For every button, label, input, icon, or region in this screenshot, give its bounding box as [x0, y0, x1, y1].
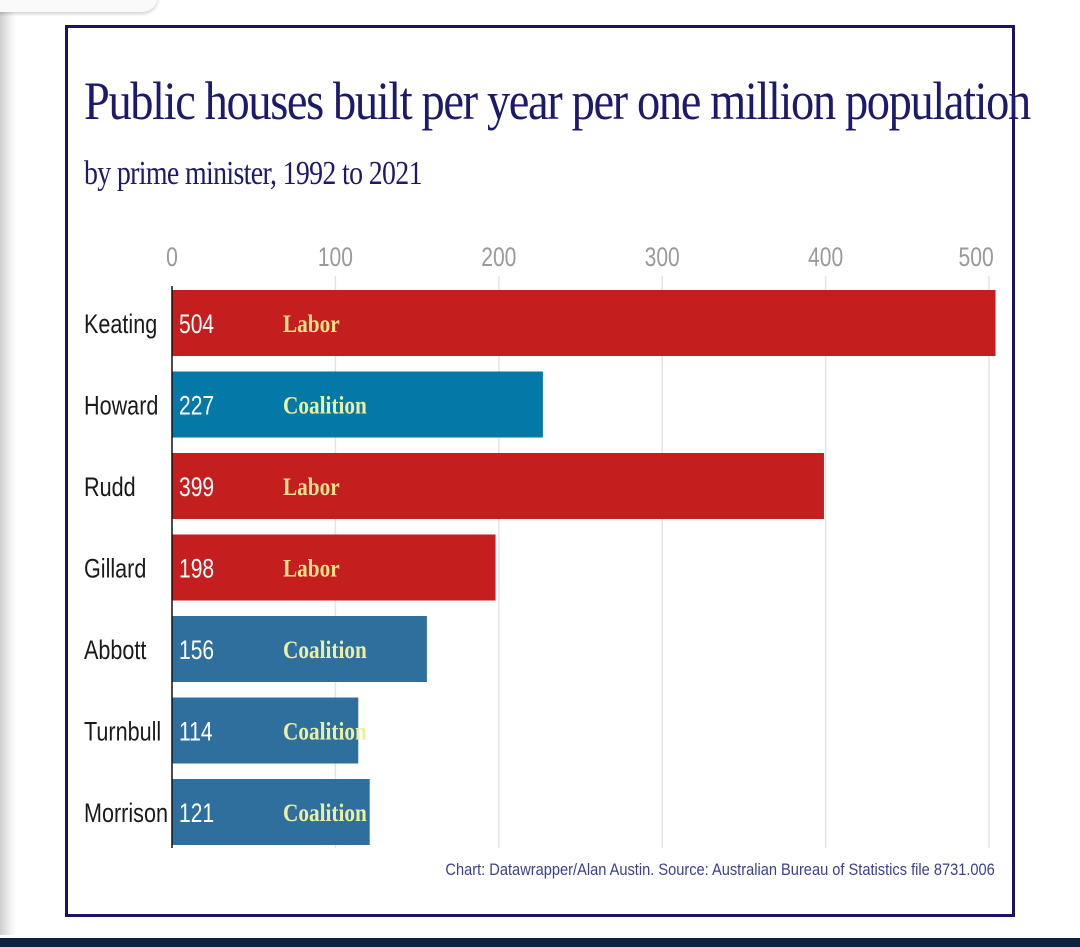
value-label: 121: [179, 799, 214, 829]
x-tick-label: 100: [318, 243, 353, 273]
x-tick-label: 300: [645, 243, 680, 273]
x-tick-label: 400: [808, 243, 843, 273]
bar-abbott: [172, 616, 427, 682]
category-label: Turnbull: [84, 717, 161, 747]
party-label: Labor: [283, 473, 340, 501]
value-label: 114: [179, 717, 213, 747]
party-label: Coalition: [283, 636, 367, 664]
category-label: Abbott: [84, 636, 147, 666]
value-label: 227: [179, 391, 214, 421]
bar-gillard: [172, 534, 496, 601]
value-label: 399: [179, 473, 214, 503]
value-label: 504: [179, 310, 214, 340]
chart-subtitle: by prime minister, 1992 to 2021: [84, 155, 423, 192]
bar-turnbull: [172, 697, 359, 764]
party-label: Coalition: [283, 718, 367, 746]
x-tick-label: 0: [166, 243, 178, 273]
party-label: Coalition: [283, 799, 367, 827]
category-labels: Keating Howard Rudd Gillard Abbott Turnbull Mo…: [84, 310, 168, 829]
party-label: Coalition: [283, 392, 367, 420]
category-label: Howard: [84, 391, 158, 421]
category-label: Rudd: [84, 473, 136, 503]
category-label: Keating: [84, 310, 157, 340]
value-label: 198: [179, 554, 214, 584]
bar-keating: [172, 290, 996, 356]
window-edge-shadow: [0, 0, 16, 935]
x-tick-label: 500: [959, 243, 994, 273]
top-toolbar-tab: [0, 0, 158, 12]
chart-source-note: Chart: Datawrapper/Alan Austin. Source: …: [445, 860, 995, 879]
value-label: 156: [179, 636, 214, 666]
bar-howard: [172, 371, 543, 438]
x-tick-label: 200: [481, 243, 516, 273]
bottom-navigation-bar: [0, 938, 1080, 947]
chart-title: Public houses built per year per one mil…: [84, 71, 1031, 131]
party-label: Labor: [283, 555, 340, 583]
party-label: Labor: [283, 310, 340, 338]
category-label: Gillard: [84, 554, 146, 584]
bar-morrison: [172, 779, 370, 845]
category-label: Morrison: [84, 799, 168, 829]
x-axis-ticks: 0 100 200 300 400 500: [166, 243, 994, 273]
bars: 504 Labor 227 Coalition 399 Labor 198 Labor 156 C…: [172, 290, 996, 845]
bar-rudd: [172, 453, 824, 519]
